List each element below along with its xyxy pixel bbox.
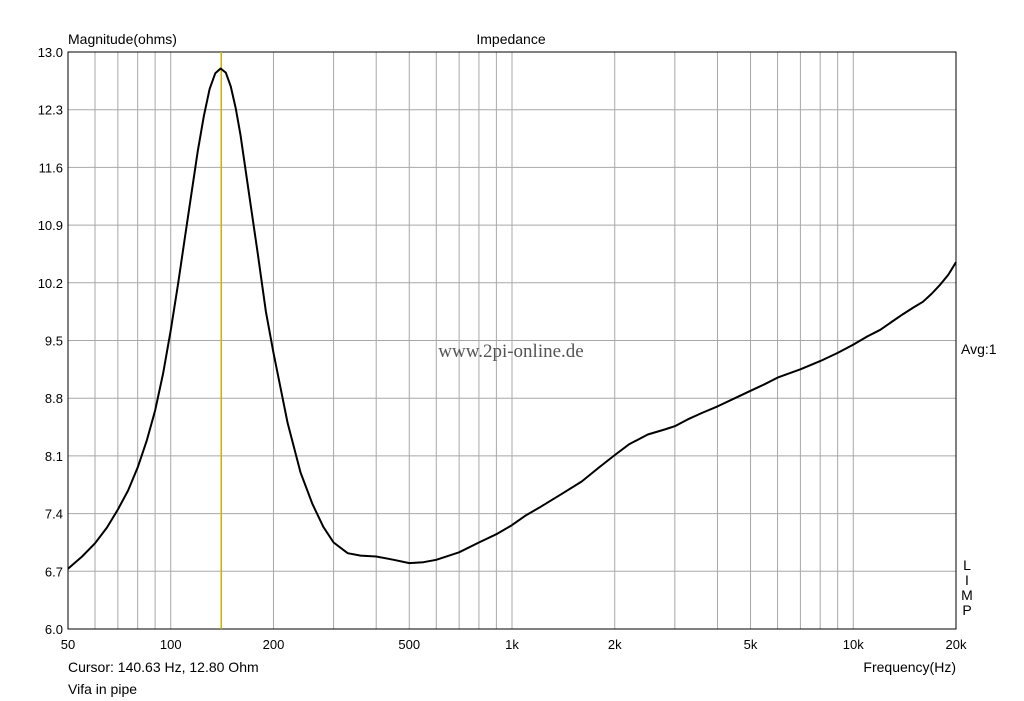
x-tick-labels: 50 100 200 500 1k 2k 5k 10k 20k xyxy=(61,637,967,652)
curve-type-letter: I xyxy=(965,572,969,588)
x-tick-label: 1k xyxy=(505,637,519,652)
curve-type-letter: M xyxy=(961,587,973,603)
y-tick-label: 10.9 xyxy=(38,218,63,233)
average-label: Avg:1 xyxy=(961,341,997,357)
x-tick-label: 500 xyxy=(398,637,420,652)
y-tick-label: 8.1 xyxy=(45,449,63,464)
plot-frame xyxy=(67,51,957,630)
cursor-readout: Cursor: 140.63 Hz, 12.80 Ohm xyxy=(68,659,259,675)
y-tick-label: 10.2 xyxy=(38,276,63,291)
y-tick-label: 11.6 xyxy=(39,160,63,175)
x-tick-label: 5k xyxy=(744,637,758,652)
y-tick-label: 6.7 xyxy=(45,564,63,579)
curve-type-letter: L xyxy=(963,557,971,573)
chart-caption: Vifa in pipe xyxy=(68,681,138,697)
x-tick-label: 100 xyxy=(160,637,182,652)
y-tick-label: 7.4 xyxy=(45,507,63,522)
y-tick-label: 6.0 xyxy=(45,622,63,637)
impedance-series-line xyxy=(67,67,957,570)
y-tick-label: 8.8 xyxy=(45,391,63,406)
watermark: www.2pi-online.de xyxy=(438,341,583,362)
curve-type-letter: P xyxy=(962,602,972,618)
y-tick-labels: 13.0 12.3 11.6 10.9 10.2 9.5 8.8 8.1 7.4 6.7 6.0 xyxy=(38,45,63,637)
x-tick-label: 200 xyxy=(263,637,285,652)
y-axis-label: Magnitude(ohms) xyxy=(68,31,177,47)
x-tick-label: 50 xyxy=(61,637,75,652)
x-axis-label: Frequency(Hz) xyxy=(863,659,956,675)
x-tick-label: 20k xyxy=(946,637,967,652)
y-tick-label: 13.0 xyxy=(38,45,63,60)
x-tick-label: 10k xyxy=(843,637,864,652)
y-tick-label: 12.3 xyxy=(38,103,63,118)
x-tick-label: 2k xyxy=(608,637,622,652)
y-tick-label: 9.5 xyxy=(45,334,63,349)
chart-title: Impedance xyxy=(476,31,546,47)
curve-type-label: L I M P xyxy=(961,558,973,618)
